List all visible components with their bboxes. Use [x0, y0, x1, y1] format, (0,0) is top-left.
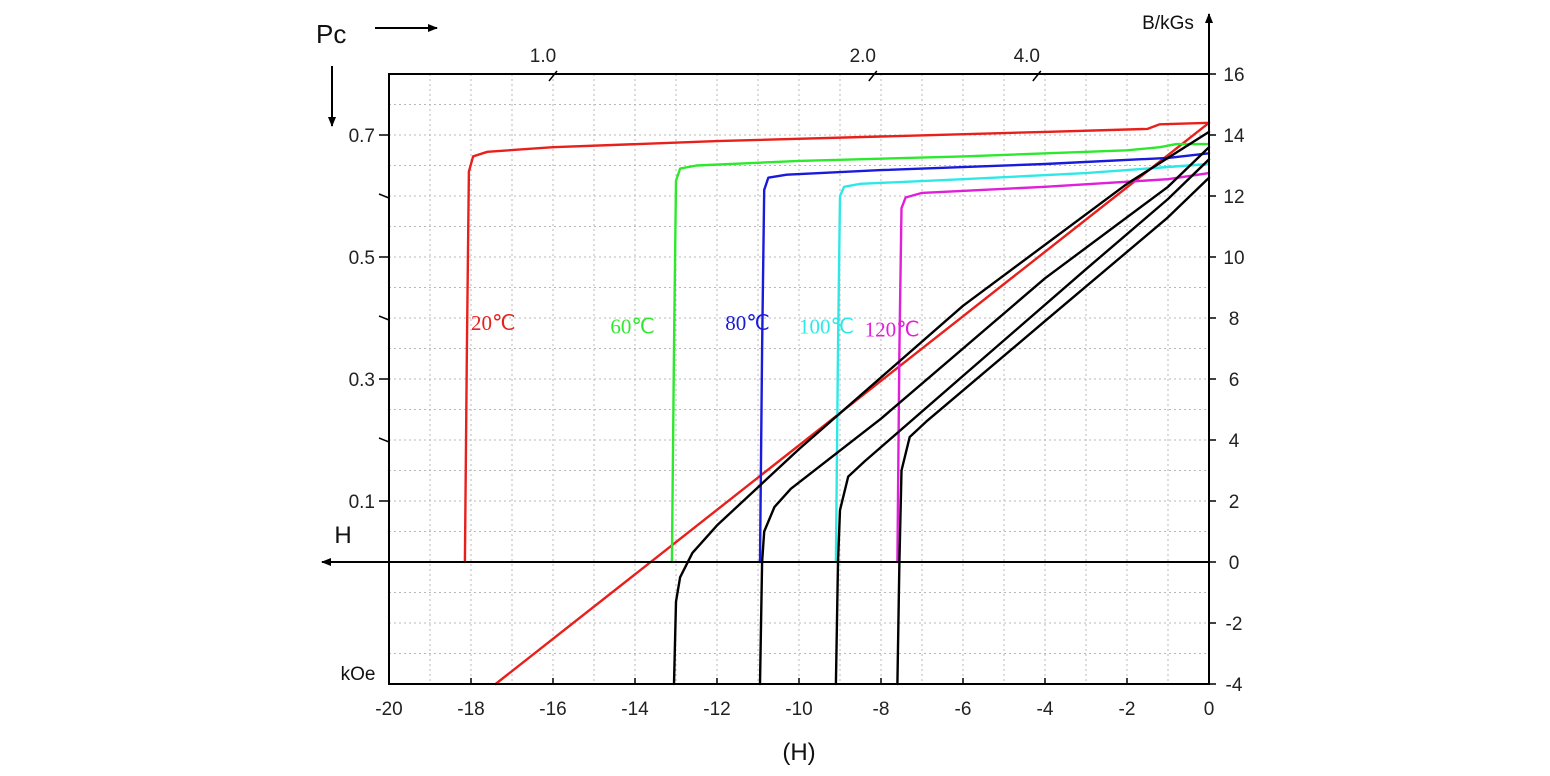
temperature-label: 80℃ [725, 311, 770, 335]
series-line-20-intrinsic [672, 130, 1211, 686]
temperature-label: 60℃ [610, 314, 655, 338]
x-tick-label: -2 [1119, 699, 1136, 720]
x-tick-label: 0 [1204, 699, 1215, 720]
h-axis-label: H [334, 522, 351, 549]
temperature-label: 100℃ [799, 314, 854, 338]
series-line-120 [896, 171, 1211, 564]
y-tick-label: 12 [1223, 187, 1244, 208]
y-tick-label: 0 [1229, 553, 1240, 574]
x-tick-label: -18 [457, 699, 484, 720]
y-tick-label: 16 [1223, 65, 1244, 86]
temperature-label: 20℃ [471, 311, 516, 335]
series-line-80 [758, 152, 1211, 564]
series-line-60-intrinsic [758, 146, 1211, 686]
pc-minor-tick-mark [378, 193, 390, 199]
y-tick-label: 8 [1229, 309, 1240, 330]
load-line-tick-mark [1032, 70, 1042, 82]
temperature-labels: 20℃ 60℃ 80℃ 100℃ 120℃ [471, 311, 920, 341]
y-tick-label: -4 [1226, 675, 1243, 696]
x-tick-label: -4 [1037, 699, 1054, 720]
tick-layer: -20 -18 -16 -14 -12 -10 -8 -6 -4 -2 01614121086420… [349, 46, 1245, 720]
pc-tick-label: 0.7 [349, 126, 375, 147]
x-tick-label: -10 [785, 699, 812, 720]
x-axis-title: (H) [782, 739, 815, 766]
x-tick-label: -20 [375, 699, 402, 720]
load-line-tick-label: 4.0 [1014, 46, 1040, 67]
load-line-tick-mark [868, 70, 878, 82]
pc-minor-tick-mark [378, 315, 390, 321]
y-tick-label: 6 [1229, 370, 1240, 391]
load-line-tick-label: 1.0 [530, 46, 556, 67]
x-tick-label: -16 [539, 699, 566, 720]
pc-minor-tick-mark [378, 437, 390, 443]
series-line-100 [834, 162, 1211, 564]
series-line-100-intrinsic [896, 176, 1211, 686]
y-tick-label: 4 [1229, 431, 1240, 452]
series-line-60 [670, 142, 1211, 564]
x-tick-label: -14 [621, 699, 649, 720]
temperature-label: 120℃ [865, 317, 920, 341]
pc-tick-label: 0.3 [349, 370, 375, 391]
load-line-tick-label: 2.0 [850, 46, 876, 67]
pc-label: Pc [316, 19, 346, 49]
b-axis-label: B/kGs [1142, 13, 1194, 34]
pc-tick-label: 0.5 [349, 248, 375, 269]
y-tick-label: -2 [1226, 614, 1243, 635]
x-tick-label: -12 [703, 699, 730, 720]
series-line-80-intrinsic [834, 158, 1211, 686]
x-tick-label: -8 [873, 699, 890, 720]
y-tick-label: 2 [1229, 492, 1240, 513]
y-tick-label: 10 [1223, 248, 1244, 269]
series-line-20 [463, 121, 1211, 564]
grid [389, 74, 1209, 684]
series-layer [463, 121, 1211, 686]
x-unit-label: kOe [341, 664, 376, 685]
load-line-tick-mark [548, 70, 558, 82]
x-tick-label: -6 [955, 699, 972, 720]
y-tick-label: 14 [1223, 126, 1245, 147]
pc-tick-label: 0.1 [349, 492, 375, 513]
